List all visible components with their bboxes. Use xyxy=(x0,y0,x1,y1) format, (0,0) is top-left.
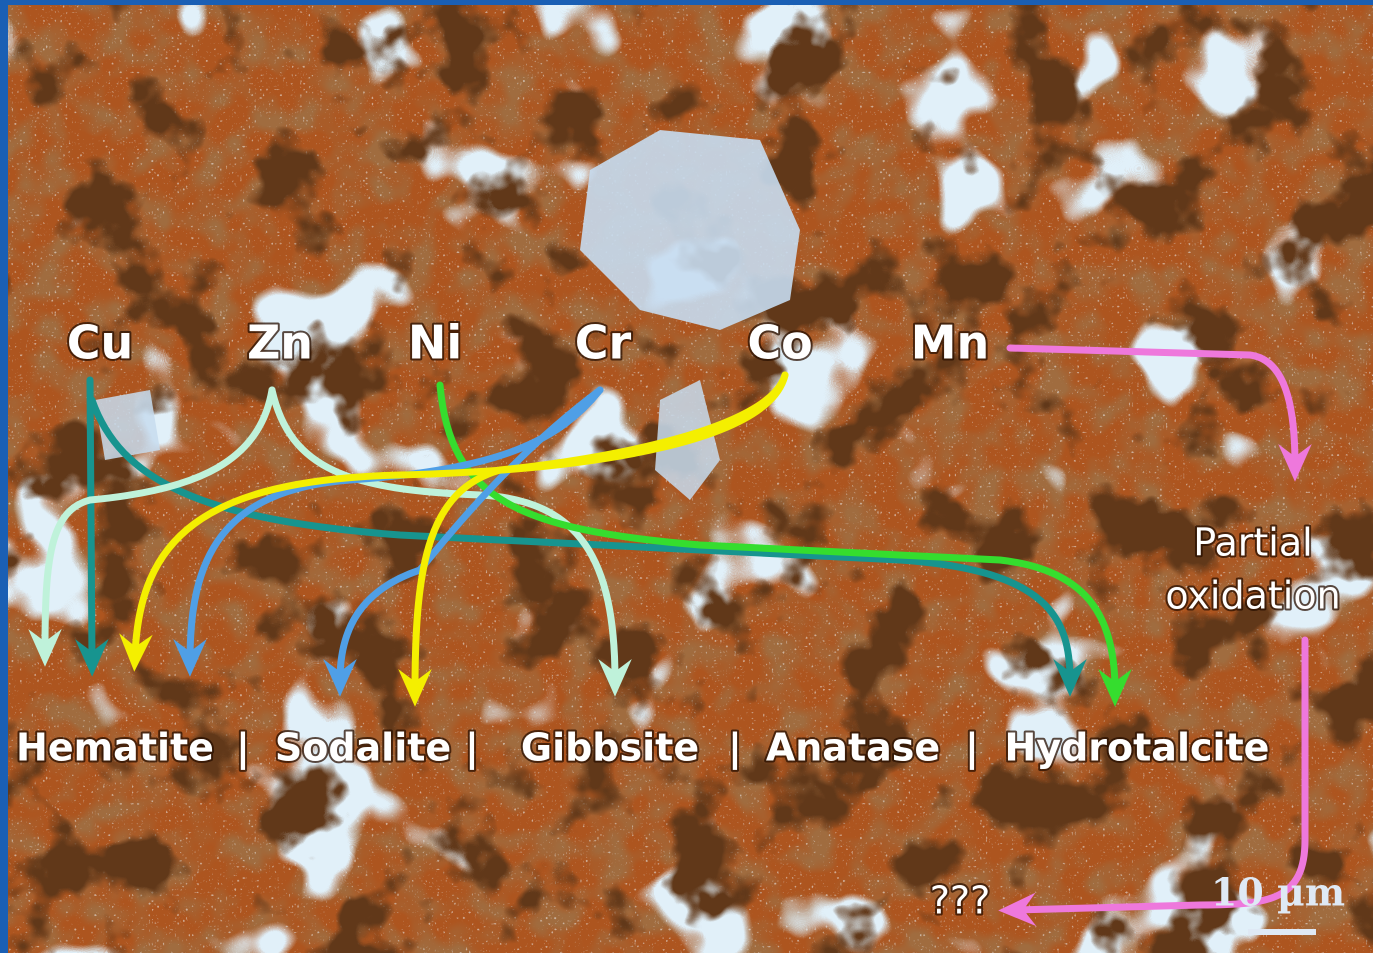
cu-to-hydrotalcite xyxy=(88,396,1087,697)
oxidation-label: Partial xyxy=(1193,521,1312,565)
element-label: Zn xyxy=(247,316,313,370)
co-to-sodalite xyxy=(398,371,789,707)
mineral-label: Gibbsite xyxy=(521,726,699,770)
element-label: Cr xyxy=(575,316,632,370)
mineral-label: Anatase xyxy=(766,726,940,770)
co-to-hematite xyxy=(119,371,789,672)
scale-bar: 10 µm xyxy=(1211,870,1345,935)
separator: | xyxy=(465,726,479,771)
separator: | xyxy=(236,726,250,771)
element-label: Mn xyxy=(911,316,990,370)
arrows xyxy=(28,344,1312,927)
mineral-label: Hydrotalcite xyxy=(1005,726,1270,770)
separator: | xyxy=(965,726,979,771)
mn-to-oxidation xyxy=(1006,344,1312,482)
mineral-label: Sodalite xyxy=(275,726,451,770)
zn-to-hematite xyxy=(28,386,276,667)
element-label: Co xyxy=(747,316,812,370)
micrograph xyxy=(8,5,1373,953)
unknown-product: ??? xyxy=(930,879,991,923)
mineral-label: Hematite xyxy=(16,726,214,770)
scale-bar-label: 10 µm xyxy=(1211,870,1345,915)
cu-to-hematite xyxy=(75,376,109,677)
oxidation-label: oxidation xyxy=(1165,574,1340,618)
element-label: Cu xyxy=(67,316,134,370)
scale-bar-line xyxy=(1248,929,1316,935)
element-labels: Cu Zn Ni Cr Co Mn xyxy=(65,314,992,372)
mineral-labels: Hematite | Sodalite | Gibbsite | Anatase… xyxy=(14,724,1271,773)
oxidation-to-unknown xyxy=(998,636,1309,927)
element-label: Ni xyxy=(408,316,462,370)
separator: | xyxy=(728,726,742,771)
